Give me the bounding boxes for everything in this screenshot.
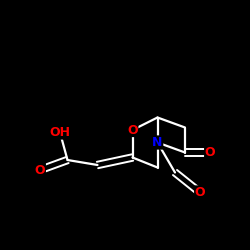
Text: O: O [195, 186, 205, 199]
Text: O: O [205, 146, 215, 159]
Text: O: O [35, 164, 45, 176]
Text: O: O [127, 124, 138, 136]
Text: N: N [152, 136, 163, 149]
Text: OH: OH [50, 126, 70, 139]
